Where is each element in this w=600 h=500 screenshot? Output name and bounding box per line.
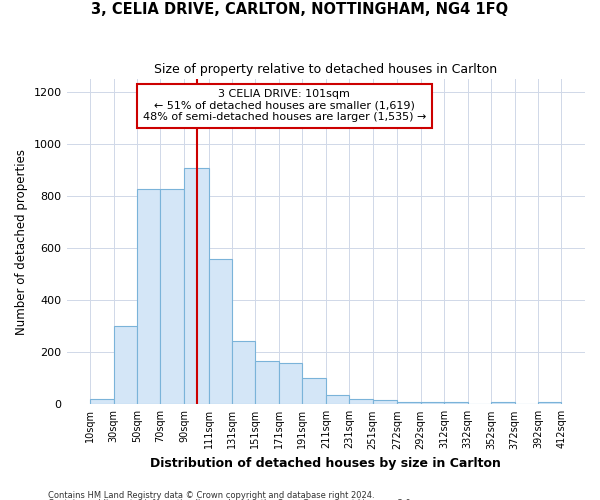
X-axis label: Distribution of detached houses by size in Carlton: Distribution of detached houses by size … [151, 457, 501, 470]
Bar [491, 402, 515, 404]
Text: 3 CELIA DRIVE: 101sqm
← 51% of detached houses are smaller (1,619)
48% of semi-d: 3 CELIA DRIVE: 101sqm ← 51% of detached … [143, 89, 426, 122]
Bar [421, 402, 444, 404]
Text: 3, CELIA DRIVE, CARLTON, NOTTINGHAM, NG4 1FQ: 3, CELIA DRIVE, CARLTON, NOTTINGHAM, NG4… [91, 2, 509, 18]
Bar [349, 399, 373, 404]
Bar [373, 400, 397, 404]
Bar [538, 402, 562, 404]
Bar [184, 168, 209, 404]
Y-axis label: Number of detached properties: Number of detached properties [15, 149, 28, 335]
Bar [90, 399, 113, 404]
Title: Size of property relative to detached houses in Carlton: Size of property relative to detached ho… [154, 62, 497, 76]
Bar [302, 378, 326, 404]
Bar [397, 402, 421, 404]
Bar [160, 188, 184, 404]
Bar [137, 188, 160, 404]
Text: Contains HM Land Registry data © Crown copyright and database right 2024.: Contains HM Land Registry data © Crown c… [48, 490, 374, 500]
Bar [444, 402, 467, 404]
Bar [326, 395, 349, 404]
Bar [113, 326, 137, 404]
Bar [232, 340, 256, 404]
Bar [256, 362, 279, 405]
Bar [279, 362, 302, 405]
Bar [209, 259, 232, 404]
